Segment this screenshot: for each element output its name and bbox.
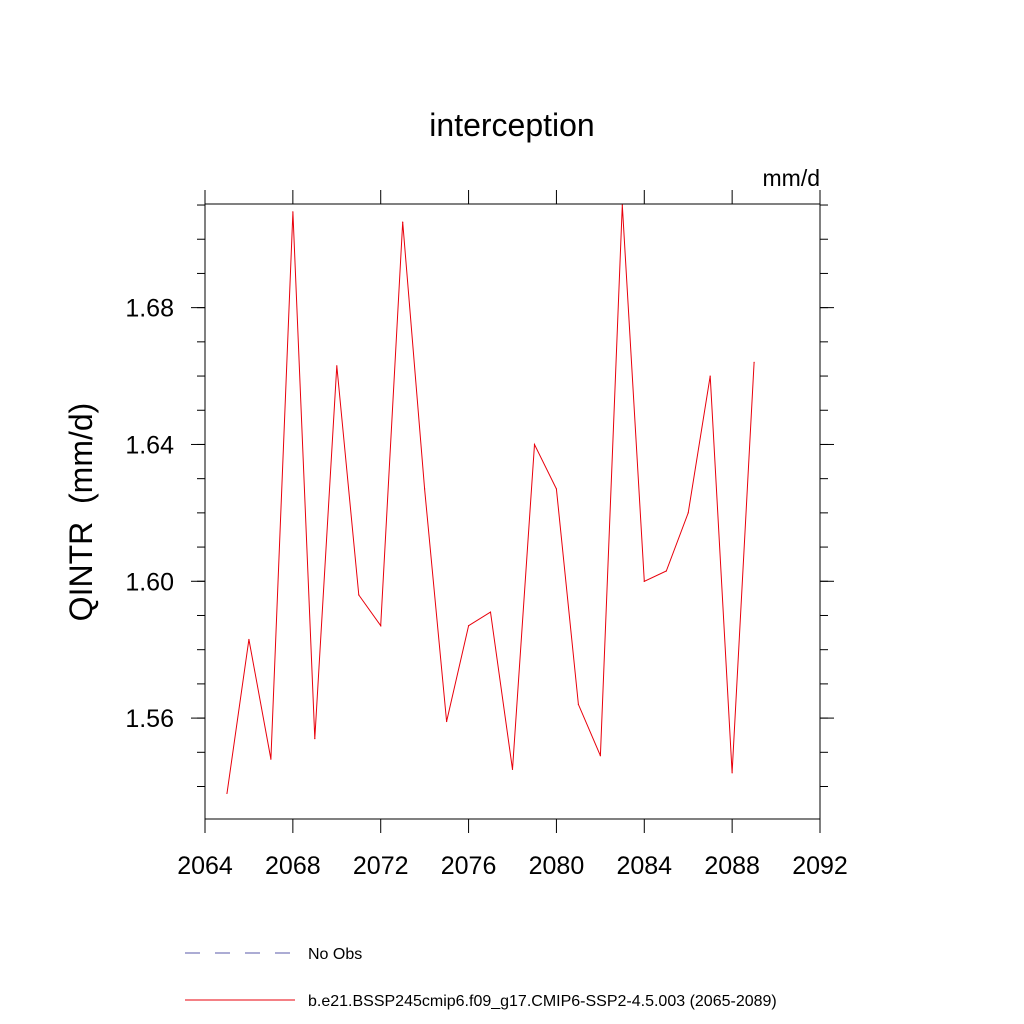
data-point: [402, 221, 404, 223]
units-label: mm/d: [763, 165, 821, 191]
data-point: [555, 488, 558, 490]
data-point: [314, 738, 316, 740]
data-point: [380, 625, 382, 627]
plot-frame: [204, 203, 821, 820]
x-tick-label: 2084: [616, 852, 672, 880]
y-tick-label: 1.60: [125, 568, 174, 596]
y-tick-label: 1.64: [125, 431, 174, 459]
data-point: [467, 625, 470, 627]
data-point: [731, 772, 733, 774]
y-axis: 1.56 1.60 1.64 1.68: [125, 204, 834, 788]
x-tick-label: 2064: [177, 852, 233, 880]
data-point: [709, 375, 711, 377]
data-point: [336, 365, 338, 367]
y-tick-label: 1.56: [125, 705, 174, 733]
y-tick-label: 1.68: [125, 295, 174, 323]
x-tick-label: 2068: [265, 852, 321, 880]
series-line: [226, 204, 755, 794]
data-point: [292, 211, 294, 213]
x-tick-label: 2088: [704, 852, 760, 880]
data-point: [687, 512, 689, 514]
data-point: [446, 720, 448, 723]
data-point: [424, 488, 426, 490]
legend-label-no-obs: No Obs: [308, 946, 362, 963]
data-point: [533, 443, 536, 446]
legend: No Obs b.e21.BSSP245cmip6.f09_g17.CMIP6-…: [185, 946, 777, 1010]
data-point: [643, 580, 645, 582]
data-point: [577, 703, 579, 706]
data-point: [270, 758, 272, 760]
data-point: [511, 768, 514, 771]
data-point: [753, 361, 755, 363]
x-tick-label: 2092: [792, 852, 848, 880]
data-point: [489, 611, 492, 613]
data-point: [248, 638, 250, 641]
x-axis: 2064 2068 2072 2076 2080 2084 2088 2092: [177, 190, 848, 880]
data-point: [599, 755, 601, 757]
data-point: [358, 594, 360, 596]
series-layer: [226, 204, 755, 794]
legend-label-series: b.e21.BSSP245cmip6.f09_g17.CMIP6-SSP2-4.…: [308, 993, 777, 1010]
x-tick-label: 2072: [353, 852, 409, 880]
chart-title: interception: [429, 107, 594, 143]
x-tick-label: 2080: [529, 852, 585, 880]
data-point: [621, 204, 623, 206]
y-axis-label: QINTR (mm/d): [63, 403, 99, 622]
data-point: [226, 792, 228, 794]
data-point: [665, 570, 667, 572]
x-tick-label: 2076: [441, 852, 497, 880]
